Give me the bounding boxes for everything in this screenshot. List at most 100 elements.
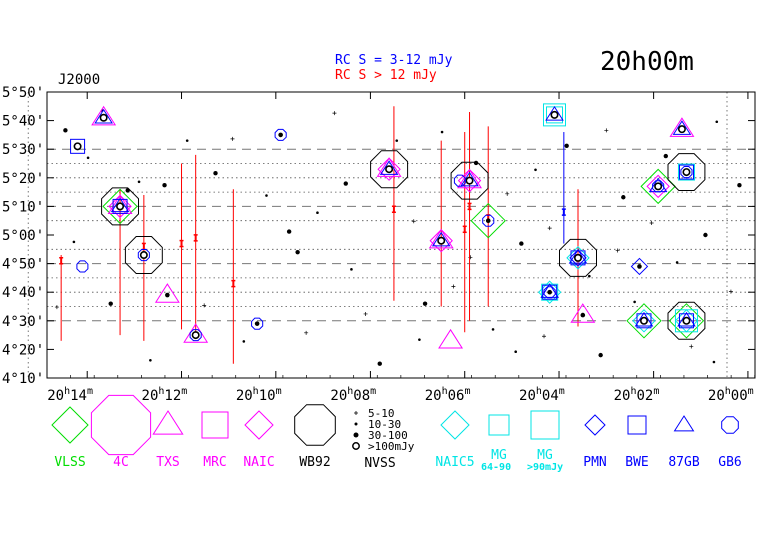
source-20-vlss: [626, 303, 662, 339]
rc-error-bars: [59, 106, 580, 364]
nvss-legend-label-0: 5-10: [368, 407, 395, 420]
legend-symbol-2: [152, 410, 184, 435]
source-11: [450, 161, 489, 200]
y-tick-label-4: 5°10': [2, 199, 44, 215]
legend-entry-pmn: PMN: [583, 414, 607, 470]
source-2-87gb: [110, 197, 130, 213]
nvss-legend-glyph-0: [354, 411, 358, 415]
nvss-point-7: [213, 171, 218, 176]
y-tick-label-2: 5°30': [2, 142, 44, 158]
legend-entry-naic5: NAIC5: [435, 410, 475, 470]
source-21-nvss-ring: [682, 316, 691, 325]
source-23-87gb: [672, 120, 692, 135]
source-22-gb6: [652, 180, 665, 193]
source-20: [626, 303, 662, 339]
rc-error-bar-3: [179, 163, 184, 330]
x-tick-minutes-3: 08: [353, 388, 370, 404]
legend-label-10: BWE: [625, 455, 648, 470]
x-tick-minutes-4: 06: [448, 388, 465, 404]
x-tick-hours-6: 20: [614, 388, 631, 404]
nvss-point-39: [728, 289, 733, 294]
nvss-point-1: [86, 156, 90, 160]
nvss-point-6: [185, 139, 189, 142]
x-tick-hunit-2: h: [253, 386, 259, 397]
x-tick-hours-2: 20: [236, 388, 253, 404]
legend-label-1: 4C: [113, 455, 129, 470]
y-tick-label-9: 4°20': [2, 342, 44, 358]
legend-entry-gb6: GB6: [718, 416, 742, 470]
nvss-point-55: [712, 360, 716, 364]
y-tick-label-10: 4°10': [2, 371, 44, 387]
source-3-gb6: [137, 249, 150, 262]
source-23-txs: [669, 117, 695, 137]
x-tick-label-3: 20h08m: [330, 386, 376, 404]
x-tick-hours-5: 20: [519, 388, 536, 404]
source-2-bwe: [112, 198, 128, 214]
nvss-point-41: [54, 305, 59, 310]
source-6: [183, 323, 209, 343]
source-12: [453, 174, 466, 187]
source-9-wb92: [370, 150, 409, 189]
source-9-txs: [376, 157, 402, 177]
source-10-nvss-ring: [437, 236, 446, 245]
source-10-87gb: [431, 231, 451, 247]
legend-label-0: VLSS: [54, 455, 85, 470]
source-11-naic: [457, 168, 482, 193]
x-tick-hours-4: 20: [425, 388, 442, 404]
x-tick-minutes-5: 04: [542, 388, 559, 404]
x-tick-label-5: 20h04m: [519, 386, 565, 404]
x-tick-hunit-0: h: [64, 386, 70, 397]
legend-label-6: NAIC5: [435, 455, 474, 470]
source-15-mg-big: [542, 103, 566, 127]
legend-entry-naic: NAIC: [243, 410, 275, 470]
source-12-gb6: [453, 174, 466, 187]
source-4-gb6: [76, 260, 89, 273]
x-tick-munit-3: m: [370, 386, 376, 397]
nvss-point-20: [440, 130, 444, 134]
source-2: [101, 187, 139, 226]
nvss-point-51: [514, 350, 517, 353]
nvss-point-14: [350, 268, 353, 271]
source-19-pmn: [630, 257, 649, 276]
source-7-nvss-dot: [254, 321, 260, 326]
source-5-nvss-dot: [165, 292, 170, 298]
nvss-point-12: [316, 211, 319, 214]
y-tick-label-8: 4°30': [2, 314, 44, 330]
nvss-legend-title: NVSS: [364, 456, 395, 471]
source-0-nvss-ring: [99, 113, 108, 122]
legend-label-7: MG: [491, 448, 507, 463]
nvss-point-9: [265, 194, 268, 197]
legend-symbol-10: [627, 415, 647, 435]
nvss-point-45: [202, 303, 207, 308]
nvss-point-44: [149, 358, 152, 362]
y-tick-label-7: 4°40': [2, 285, 44, 301]
source-22-nvss-ring: [654, 182, 663, 191]
source-22-naic: [646, 174, 670, 199]
epoch-label: J2000: [58, 72, 100, 88]
legend-label-8: MG: [537, 448, 553, 463]
source-5-txs: [154, 283, 180, 303]
nvss-point-53: [598, 352, 603, 358]
x-tick-label-4: 20h06m: [425, 386, 471, 404]
y-tick-label-3: 5°20': [2, 171, 44, 187]
y-tick-label-0: 5°50': [2, 85, 44, 101]
legend-entry-mrc: MRC: [201, 411, 229, 470]
source-3: [124, 236, 163, 274]
x-tick-label-6: 20h02m: [614, 386, 660, 404]
source-16-nvss-dot: [547, 289, 552, 295]
nvss-legend-label-2: 30-100: [368, 429, 408, 442]
source-19-nvss-dot: [637, 264, 642, 269]
source-0-87gb: [94, 108, 113, 124]
nvss-point-23: [491, 328, 495, 331]
source-9: [370, 150, 409, 189]
source-21: [667, 301, 706, 340]
legend-symbol-3: [201, 411, 229, 439]
legend-label-5: WB92: [299, 455, 330, 470]
legend-label-2: TXS: [156, 455, 179, 470]
source-0: [91, 105, 117, 126]
source-17: [559, 238, 597, 277]
nvss-legend-glyph-2: [353, 432, 359, 438]
plot-frame: [46, 91, 756, 379]
